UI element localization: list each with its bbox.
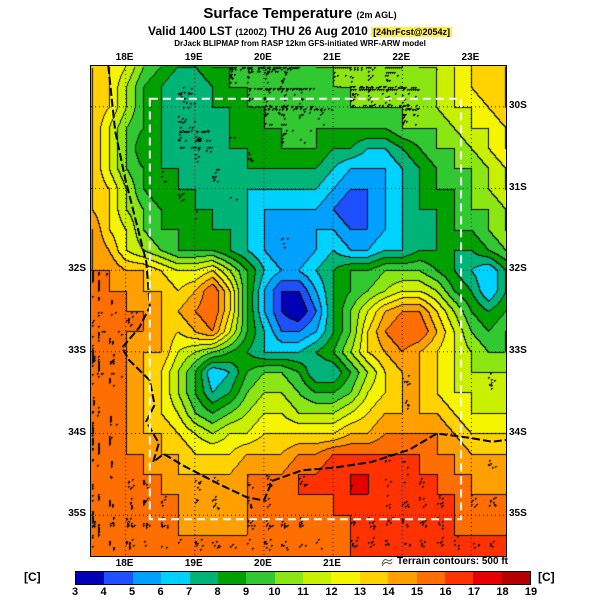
colorbar-tick: 4 (100, 586, 107, 598)
colorbar-cell (161, 572, 190, 584)
valid-time: Valid 1400 LST (148, 23, 233, 38)
map-frame (90, 65, 507, 557)
colorbar-cell (501, 572, 530, 584)
colorbar-unit-right: [C] (538, 570, 555, 584)
axis-label: 34S (509, 426, 527, 438)
terrain-note: Terrain contours: 500 ft (381, 556, 508, 567)
valid-zulu: (1200Z) (235, 26, 267, 37)
colorbar-cell (274, 572, 303, 584)
colorbar-tick: 5 (128, 586, 136, 598)
colorbar-tick: 14 (382, 586, 395, 598)
axis-label: 18E (115, 558, 134, 569)
colorbar-tick: 18 (496, 586, 509, 598)
axis-label: 20E (254, 558, 272, 569)
colorbar-cell (76, 572, 105, 584)
axis-label: 32S (509, 263, 527, 275)
colorbar-cell (132, 572, 162, 584)
axis-label: 33S (68, 344, 86, 356)
temperature-field-canvas (91, 66, 506, 556)
axis-label: 18E (115, 52, 134, 63)
colorbar-cell (388, 572, 417, 584)
axis-label: 21E (323, 558, 341, 569)
terrain-note-text: Terrain contours: 500 ft (397, 556, 508, 567)
colorbar-cell (303, 572, 332, 584)
colorbar-cell (217, 572, 247, 584)
axis-label: 22E (392, 52, 411, 63)
title-block: Surface Temperature (2m AGL) Valid 1400 … (0, 5, 600, 49)
forecast-tag: [24hrFcst@2054z] (371, 26, 452, 37)
valid-time-line: Valid 1400 LST (1200Z) THU 26 Aug 2010 [… (0, 24, 600, 39)
colorbar-tick: 17 (467, 586, 481, 598)
colorbar-cell (331, 572, 360, 584)
title-agl-suffix: (2m AGL) (356, 10, 397, 20)
colorbar-cell (473, 572, 502, 584)
colorbar-cell (189, 572, 218, 584)
axis-label: 23E (461, 52, 480, 63)
colorbar-cells (75, 571, 531, 585)
axis-label: 31S (509, 181, 527, 193)
inner-domain-boundary (148, 97, 463, 521)
colorbar-tick: 11 (297, 586, 309, 598)
page-title: Surface Temperature (2m AGL) (0, 5, 600, 24)
colorbar-tick: 3 (71, 586, 79, 598)
colorbar-tick: 15 (410, 586, 424, 598)
axis-label: 19E (184, 52, 203, 63)
colorbar-tick: 6 (157, 586, 164, 598)
axis-label: 35S (68, 508, 86, 520)
model-attribution: DrJack BLIPMAP from RASP 12km GFS-initia… (174, 38, 426, 48)
colorbar-tick: 16 (439, 586, 452, 598)
colorbar-cell (416, 572, 445, 584)
axis-label: 19E (184, 558, 203, 569)
colorbar-cell (104, 572, 133, 584)
colorbar-tick: 8 (214, 586, 221, 598)
colorbar-unit-left: [C] (24, 570, 41, 584)
title-text: Surface Temperature (203, 5, 353, 22)
axis-label: 35S (509, 508, 527, 520)
colorbar-ticks: 3 4 5 6 7 8 9 10 11 12 13 14 15 16 17 18 19 (71, 586, 537, 599)
colorbar-cell (359, 572, 389, 584)
colorbar: 3 4 5 6 7 8 9 10 11 12 13 14 15 16 17 18 19 (71, 571, 537, 599)
axis-label: 21E (323, 52, 341, 63)
colorbar-cell (444, 572, 474, 584)
coastline (107, 66, 506, 502)
colorbar-cell (246, 572, 275, 584)
terrain-contour-icon (381, 558, 393, 567)
colorbar-tick: 13 (353, 586, 367, 598)
valid-date: THU 26 Aug 2010 (270, 23, 368, 38)
axis-label: 30S (509, 99, 527, 111)
colorbar-tick: 10 (268, 586, 281, 598)
axis-label: 20E (254, 52, 272, 63)
colorbar-tick: 9 (242, 586, 250, 598)
map-overlay (91, 66, 506, 556)
axis-label: 34S (68, 426, 86, 438)
colorbar-tick: 12 (325, 586, 338, 598)
colorbar-tick: 7 (185, 586, 193, 598)
axis-label: 32S (68, 263, 86, 275)
colorbar-tick: 19 (524, 586, 538, 598)
axis-label: 33S (509, 344, 527, 356)
